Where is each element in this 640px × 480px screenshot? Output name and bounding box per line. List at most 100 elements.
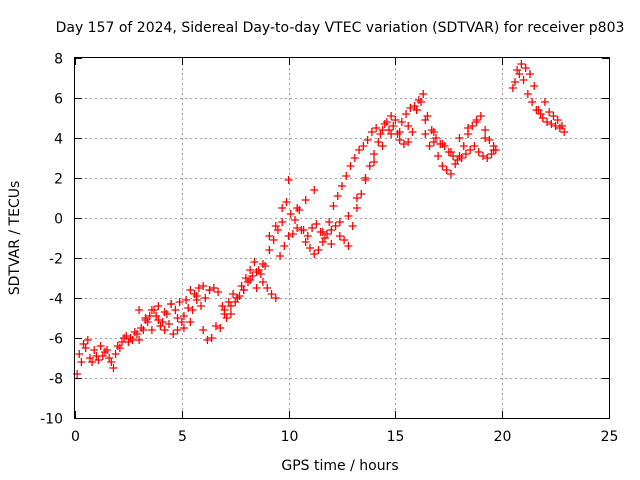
data-point: [115, 344, 124, 352]
data-point: [560, 128, 569, 136]
data-point: [481, 134, 490, 142]
data-point: [177, 318, 186, 326]
data-point: [348, 222, 357, 230]
data-point: [90, 346, 99, 354]
data-point: [229, 290, 238, 298]
data-point: [111, 350, 120, 358]
data-point: [340, 236, 349, 244]
plot-frame: [74, 57, 610, 419]
data-point: [246, 276, 255, 284]
data-point: [126, 334, 135, 342]
data-point: [478, 152, 487, 160]
data-point: [203, 336, 212, 344]
data-point: [224, 298, 233, 306]
data-point: [156, 322, 165, 330]
data-point: [474, 148, 483, 156]
data-point: [276, 252, 285, 260]
y-tick-label: -10: [40, 412, 63, 428]
data-point: [523, 90, 532, 98]
data-point: [453, 156, 462, 164]
data-point: [79, 340, 88, 348]
data-point: [327, 226, 336, 234]
data-point: [158, 318, 167, 326]
data-point: [147, 306, 156, 314]
y-tick-label: -8: [49, 372, 63, 388]
data-point: [352, 204, 361, 212]
data-point: [284, 176, 293, 184]
data-point: [109, 364, 118, 372]
data-point: [538, 114, 547, 122]
data-point: [525, 70, 534, 78]
data-point: [218, 302, 227, 310]
data-point: [536, 110, 545, 118]
data-point: [327, 240, 336, 248]
data-point: [263, 284, 272, 292]
x-tick-label: 0: [71, 429, 80, 445]
data-point: [291, 216, 300, 224]
x-tick-label: 25: [601, 429, 619, 445]
data-point: [162, 310, 171, 318]
data-point: [325, 218, 334, 226]
data-point: [374, 138, 383, 146]
data-point: [543, 118, 552, 126]
data-point: [278, 204, 287, 212]
data-point: [267, 290, 276, 298]
data-point: [244, 278, 253, 286]
data-point: [94, 356, 103, 364]
y-tick-label: 2: [54, 172, 63, 188]
data-point: [246, 266, 255, 274]
data-point: [167, 300, 176, 308]
data-point: [241, 274, 250, 282]
data-point: [540, 98, 549, 106]
data-point: [545, 108, 554, 116]
data-point: [485, 136, 494, 144]
data-point: [323, 230, 332, 238]
data-point: [438, 140, 447, 148]
data-point: [314, 246, 323, 254]
data-point: [100, 348, 109, 356]
data-point: [464, 124, 473, 132]
data-point: [88, 358, 97, 366]
data-point: [184, 304, 193, 312]
data-point: [455, 152, 464, 160]
data-point: [333, 192, 342, 200]
data-point: [549, 112, 558, 120]
data-point: [451, 160, 460, 168]
data-point: [395, 136, 404, 144]
data-point: [135, 306, 144, 314]
data-point: [389, 122, 398, 130]
data-point: [293, 224, 302, 232]
data-point: [226, 302, 235, 310]
y-axis-label: SDTVAR / TECUs: [7, 181, 23, 296]
data-point: [122, 332, 131, 340]
data-point: [370, 150, 379, 158]
data-point: [81, 344, 90, 352]
data-point: [357, 190, 366, 198]
data-point: [517, 60, 526, 68]
data-point: [461, 150, 470, 158]
data-point: [190, 290, 199, 298]
data-point: [135, 336, 144, 344]
data-point: [440, 142, 449, 150]
data-point: [103, 346, 112, 354]
data-point: [468, 122, 477, 130]
data-point: [335, 218, 344, 226]
data-point: [293, 204, 302, 212]
chart-title: Day 157 of 2024, Sidereal Day-to-day VTE…: [56, 20, 625, 36]
data-point: [297, 226, 306, 234]
data-point: [346, 162, 355, 170]
data-point: [211, 322, 220, 330]
data-point: [483, 154, 492, 162]
data-point: [273, 226, 282, 234]
data-point: [209, 284, 218, 292]
data-point: [508, 84, 517, 92]
data-point: [186, 286, 195, 294]
data-point: [331, 222, 340, 230]
data-point: [399, 140, 408, 148]
data-point: [197, 302, 206, 310]
data-point: [380, 120, 389, 128]
data-point: [367, 128, 376, 136]
data-point: [421, 130, 430, 138]
data-point: [335, 232, 344, 240]
